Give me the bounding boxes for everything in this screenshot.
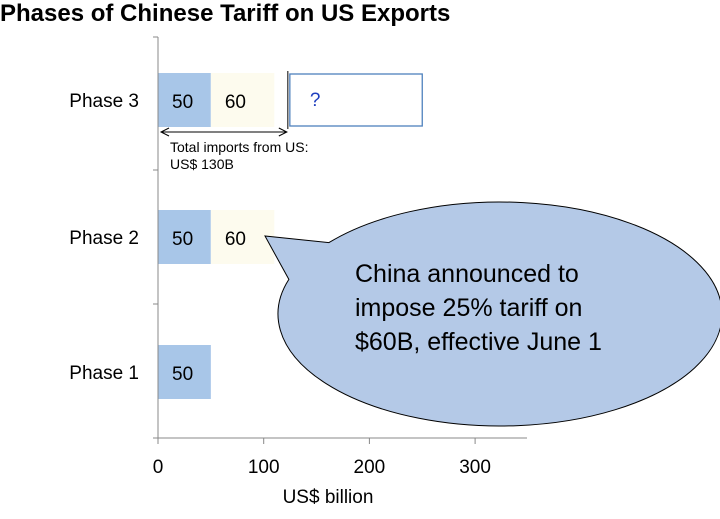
x-tick-label-2: 100: [248, 457, 280, 478]
x-tick-label-4: 300: [459, 457, 491, 478]
callout-text-line-2: impose 25% tariff on: [355, 294, 582, 322]
bar-label-3-1: 50: [172, 364, 193, 385]
callout-bubble: [264, 201, 720, 427]
bar-label-2-1: 50: [172, 229, 193, 250]
callout-text-line-1: China announced to: [355, 260, 579, 288]
total-imports-arrow-right: [278, 127, 288, 137]
total-imports-note-line1: Total imports from US:: [170, 139, 308, 155]
bar-segment-2-2: [210, 210, 275, 264]
bar-segment-3-1: [158, 345, 211, 399]
x-tick-label-1: 0: [153, 457, 164, 478]
annotations-layer: Total imports from US:US$ 130B China anno…: [159, 127, 720, 427]
total-imports-arrow-left: [159, 127, 170, 137]
chart-title: Phases of Chinese Tariff on US Exports: [0, 0, 450, 27]
callout-text-line-3: $60B, effective June 1: [355, 328, 602, 356]
bar-label-1-1: 50: [172, 92, 193, 113]
bar-label-1-2: 60: [225, 92, 246, 113]
bar-segment-1-1: [158, 73, 211, 127]
bar-segment-1-2: [210, 73, 275, 127]
unknown-segment-label: ?: [310, 90, 321, 111]
unknown-segment: [289, 73, 423, 127]
bars-layer: 50 60 50 60 50?: [158, 71, 423, 399]
category-label-2: Phase 2: [69, 228, 139, 249]
bar-label-2-2: 60: [225, 229, 246, 250]
category-label-3: Phase 1: [69, 363, 139, 384]
x-axis-label: US$ billion: [283, 487, 374, 508]
bar-segment-2-1: [158, 210, 211, 264]
category-label-1: Phase 3: [69, 91, 139, 112]
total-imports-note-line2: US$ 130B: [170, 156, 234, 172]
axes-layer: Phase 3 Phase 2 Phase 1 0 100 200 300: [69, 36, 527, 478]
x-tick-label-3: 200: [354, 457, 386, 478]
